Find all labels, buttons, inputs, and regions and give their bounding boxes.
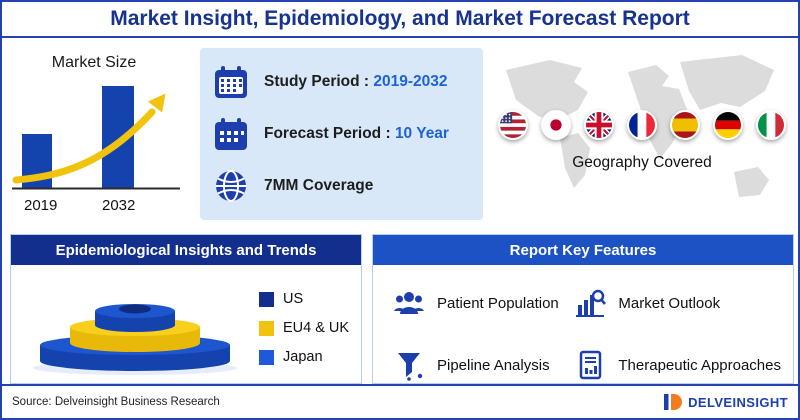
market-outlook-icon [574,287,607,319]
source-text: Source: Delveinsight Business Research [12,396,220,408]
therapeutic-approaches-icon [574,349,606,381]
globe-icon [212,167,250,205]
calendar-icon [212,115,250,153]
epidemiology-panel: Epidemiological Insights and Trends US [10,234,362,384]
italy-flag [756,110,786,140]
flags-row [498,110,786,140]
feature-label: Pipeline Analysis [437,356,550,374]
legend-swatch-japan [259,349,274,365]
legend-item-eu4-uk: EU4 & UK [259,320,349,336]
forecast-period-label: Forecast Period : [264,125,391,142]
footer: Source: Delveinsight Business Research D… [2,384,798,418]
legend-item-us: US [259,291,349,307]
coverage-label: 7MM Coverage [264,177,374,194]
bar-chart-graphic [12,86,180,190]
study-period-panel: Study Period : 2019-2032 Forecast Period… [200,48,483,220]
report-key-features-header: Report Key Features [373,235,793,265]
france-flag [627,110,657,140]
geography-covered-label: Geography Covered [572,154,712,171]
forecast-period-row: Forecast Period : 10 Year [212,115,471,153]
legend-item-japan: Japan [259,349,349,365]
page-title: Market Insight, Epidemiology, and Market… [2,2,798,38]
feature-label: Therapeutic Approaches [618,356,781,374]
year-end-label: 2032 [102,197,136,214]
patient-population-icon [393,287,425,319]
forecast-period-value: 10 Year [394,125,449,142]
features-grid: Patient Population Market Outlook [373,265,793,381]
feature-pipeline-analysis: Pipeline Analysis [393,349,574,381]
legend-label-japan: Japan [283,349,323,365]
us-flag [498,110,528,140]
spain-flag [670,110,700,140]
geography-section: Geography Covered [488,42,796,228]
forecast-period-text: Forecast Period : 10 Year [264,125,449,143]
year-start-label: 2019 [24,197,58,214]
report-key-features-panel: Report Key Features Patient Population [372,234,794,384]
brand-name: DELVEINSIGHT [688,394,788,410]
japan-flag [541,110,571,140]
legend-label-eu4-uk: EU4 & UK [283,320,350,336]
delveinsight-logo-icon [664,394,683,410]
feature-therapeutic-approaches: Therapeutic Approaches [574,349,783,381]
study-period-value: 2019-2032 [373,73,448,90]
germany-flag [713,110,743,140]
market-size-chart [12,76,187,199]
study-period-label: Study Period : [264,73,370,90]
brand-logo: DELVEINSIGHT [663,392,788,412]
legend-swatch-us [259,291,274,307]
pipeline-analysis-icon [393,349,425,381]
study-period-text: Study Period : 2019-2032 [264,73,448,91]
feature-market-outlook: Market Outlook [574,287,783,319]
feature-patient-population: Patient Population [393,287,574,319]
coverage-row: 7MM Coverage [212,167,471,205]
market-size-label: Market Size [51,54,137,71]
legend-label-us: US [283,291,304,307]
study-period-row: Study Period : 2019-2032 [212,63,471,101]
feature-label: Market Outlook [618,294,721,312]
feature-label: Patient Population [437,294,559,312]
legend: US EU4 & UK Japan [259,291,349,365]
uk-flag [584,110,614,140]
epidemiology-panel-header: Epidemiological Insights and Trends [11,235,361,265]
podium-chart-graphic [23,275,248,382]
world-map-graphic [506,55,774,197]
coverage-text: 7MM Coverage [264,177,373,195]
legend-swatch-eu4-uk [259,320,274,336]
calendar-icon [212,63,250,101]
